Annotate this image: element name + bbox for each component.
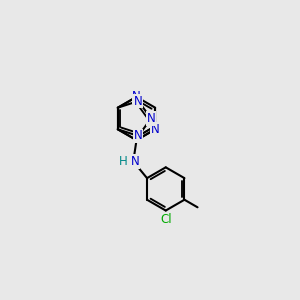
Text: N: N bbox=[147, 112, 155, 125]
Text: N: N bbox=[132, 90, 141, 104]
Text: N: N bbox=[134, 94, 143, 107]
Text: N: N bbox=[134, 130, 143, 142]
Text: Cl: Cl bbox=[160, 213, 172, 226]
Text: N: N bbox=[151, 123, 160, 136]
Text: N: N bbox=[130, 155, 139, 168]
Text: H: H bbox=[118, 155, 127, 168]
